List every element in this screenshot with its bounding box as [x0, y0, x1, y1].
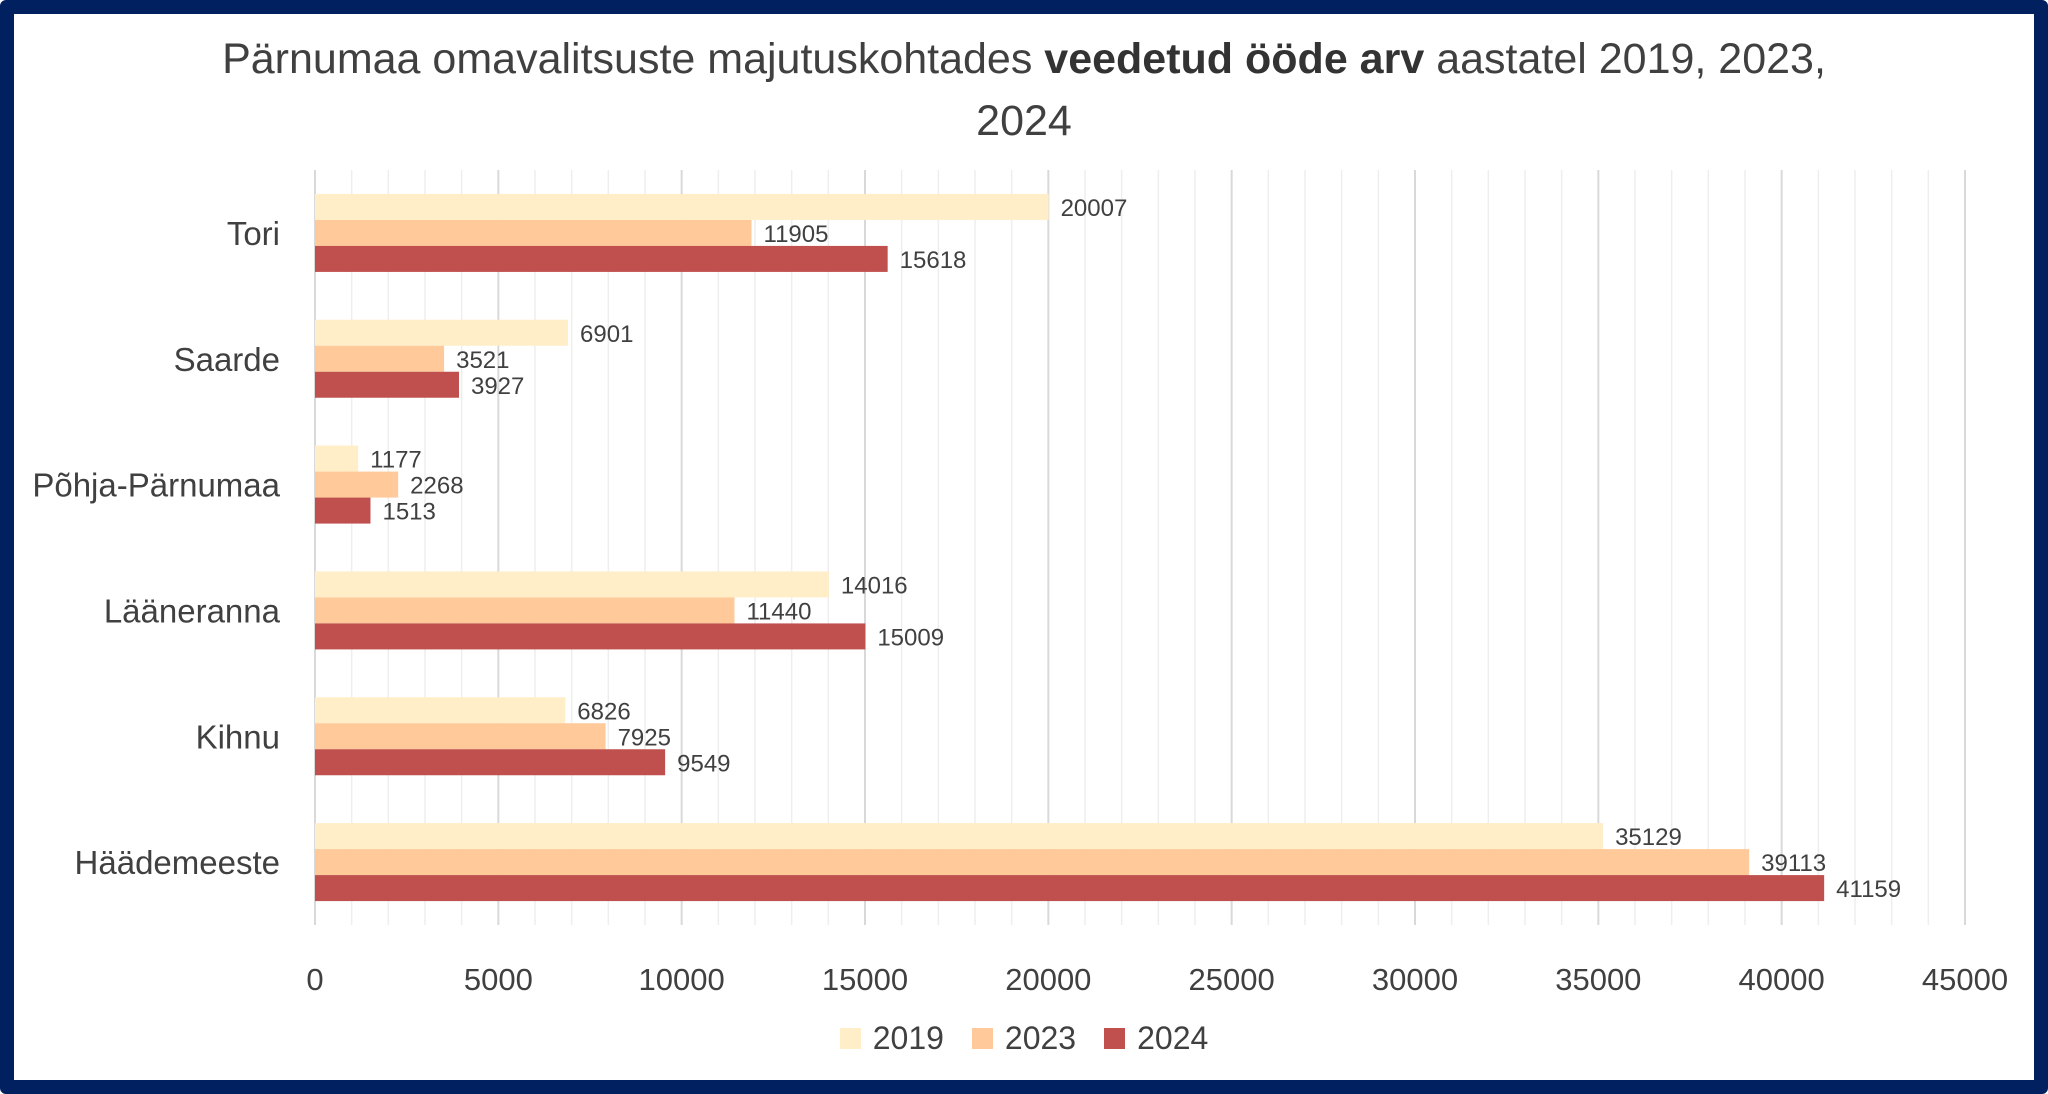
- x-tick-label: 5000: [464, 962, 533, 997]
- data-label-2023: 11905: [764, 221, 829, 248]
- x-tick-label: 35000: [1555, 962, 1641, 997]
- legend: 2019 2023 2024: [0, 1020, 2048, 1057]
- data-label-2024: 15618: [900, 247, 967, 274]
- data-label-2024: 3927: [471, 373, 524, 400]
- data-label-2024: 41159: [1836, 876, 1901, 903]
- title-part: Pärnumaa omavalitsuste majutuskohtades: [222, 35, 1045, 83]
- title-part: veedetud ööde arv: [1044, 35, 1425, 83]
- data-label-2023: 11440: [746, 598, 811, 625]
- bar-2023: [315, 597, 735, 624]
- legend-label: 2023: [1004, 1020, 1077, 1056]
- data-label-2019: 14016: [841, 572, 908, 599]
- x-tick-label: 45000: [1922, 962, 2008, 997]
- bar-2024: [315, 371, 459, 398]
- data-label-2023: 2268: [410, 473, 463, 500]
- bar-2019: [315, 697, 566, 724]
- data-label-2019: 20007: [1061, 195, 1128, 222]
- bar-2023: [315, 345, 445, 372]
- data-label-2023: 39113: [1761, 850, 1826, 877]
- category-label: Põhja-Pärnumaa: [32, 467, 280, 504]
- data-label-2019: 35129: [1615, 824, 1682, 851]
- category-label: Kihnu: [196, 718, 280, 755]
- category-label: Häädemeeste: [75, 844, 280, 881]
- category-label: Tori: [227, 215, 280, 252]
- data-label-2024: 15009: [877, 624, 944, 651]
- data-label-2023: 3521: [456, 347, 509, 374]
- data-label-2019: 6826: [577, 698, 630, 725]
- category-labels: Tori Saarde Põhja-Pärnumaa Lääneranna Kihnu H…: [32, 215, 280, 881]
- bar-2023: [315, 723, 606, 750]
- x-tick-labels: 0 5000 10000 15000 20000 25000 30000 35000 40000…: [306, 962, 2008, 997]
- bar-2024: [315, 749, 666, 776]
- x-tick-label: 25000: [1189, 962, 1275, 997]
- bar-2024: [315, 497, 371, 524]
- category-label: Lääneranna: [104, 592, 281, 629]
- bar-2023: [315, 849, 1750, 876]
- bar-2019: [315, 571, 829, 598]
- category-label: Saarde: [174, 341, 280, 378]
- x-tick-label: 20000: [1005, 962, 1091, 997]
- bar-2019: [315, 193, 1049, 220]
- bar-2019: [315, 823, 1604, 850]
- bar-2019: [315, 319, 569, 346]
- legend-swatch: [971, 1028, 993, 1049]
- legend-label: 2024: [1137, 1020, 1209, 1056]
- x-tick-label: 10000: [639, 962, 725, 997]
- title-part: aastatel 2019, 2023, 2024: [976, 35, 1826, 145]
- data-label-2024: 9549: [677, 750, 730, 777]
- legend-swatch: [839, 1028, 861, 1049]
- x-tick-label: 0: [306, 962, 323, 997]
- chart-title: Pärnumaa omavalitsuste majutuskohtades v…: [0, 28, 2048, 152]
- bars: [315, 193, 1825, 902]
- data-label-2024: 1513: [382, 499, 435, 526]
- gridlines: [314, 170, 1966, 925]
- legend-item-2023: 2023: [971, 1020, 1077, 1057]
- data-label-2019: 6901: [580, 321, 633, 348]
- legend-label: 2019: [872, 1020, 944, 1056]
- legend-swatch: [1104, 1028, 1126, 1049]
- bar-2024: [315, 245, 888, 272]
- bar-2024: [315, 623, 866, 650]
- legend-item-2024: 2024: [1104, 1020, 1208, 1057]
- bar-2019: [315, 445, 359, 472]
- data-label-2019: 1177: [370, 447, 422, 474]
- bar-2023: [315, 219, 752, 246]
- legend-item-2019: 2019: [839, 1020, 944, 1057]
- x-tick-label: 30000: [1372, 962, 1458, 997]
- x-tick-label: 15000: [822, 962, 908, 997]
- data-label-2023: 7925: [618, 724, 671, 751]
- bar-2024: [315, 875, 1825, 902]
- bar-2023: [315, 471, 399, 498]
- x-tick-label: 40000: [1739, 962, 1825, 997]
